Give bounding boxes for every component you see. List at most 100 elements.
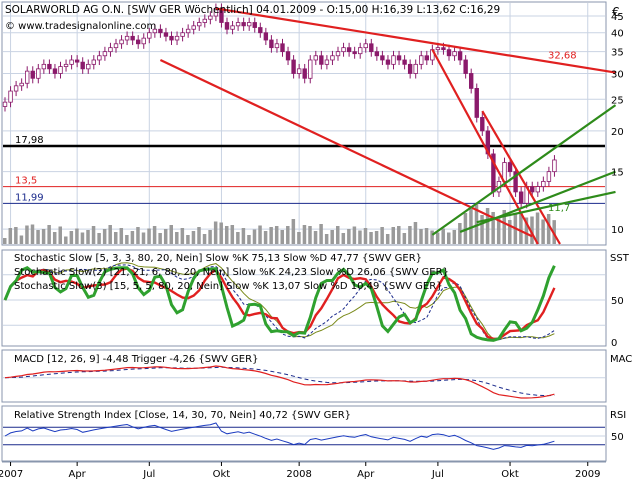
candle-body (13, 85, 19, 92)
candle-body (396, 55, 402, 61)
candle-body (419, 55, 424, 65)
volume-bar (413, 222, 418, 244)
candle-body (2, 101, 8, 107)
trendline (215, 7, 616, 74)
candle-body (230, 25, 235, 30)
time-axis-label: Apr (68, 469, 86, 480)
volume-bars (3, 204, 556, 244)
trendline (459, 170, 616, 233)
volume-bar (102, 229, 107, 244)
candle-body (530, 186, 535, 193)
volume-bar (52, 232, 57, 244)
price-tick-label: 15 (611, 168, 624, 179)
candle-body (313, 55, 318, 61)
candle-body (63, 63, 69, 67)
volume-bar (280, 230, 284, 244)
volume-bar (341, 233, 346, 244)
candle-body (280, 43, 285, 53)
candle-body (241, 22, 246, 27)
candle-body (308, 59, 313, 79)
level-label: 17,98 (15, 135, 44, 146)
price-tick-label: 20 (611, 127, 624, 138)
volume-bar (319, 224, 323, 244)
candle-body (102, 51, 108, 57)
price-panel-frame (1, 1, 607, 246)
candle-body (407, 63, 413, 74)
rsi-axis: 50 (611, 432, 624, 443)
candle-body (269, 39, 274, 49)
candle-body (424, 55, 429, 61)
volume-bar (363, 228, 368, 244)
volume-bar (530, 216, 534, 244)
stochastic-lines (3, 262, 556, 342)
candle-body (191, 25, 196, 30)
volume-bar (491, 212, 495, 244)
volume-bar (297, 232, 301, 244)
volume-bar (291, 219, 296, 244)
volume-bar (208, 230, 212, 244)
volume-bar (447, 232, 451, 244)
volume-bar (430, 230, 434, 244)
volume-bar (541, 219, 545, 244)
candle-body (124, 35, 130, 41)
volume-bar (47, 225, 51, 244)
volume-bar (252, 229, 257, 244)
stochastic-tick-label: 0 (611, 338, 617, 349)
candle-body (74, 59, 80, 63)
candle-body (202, 18, 207, 23)
candle-body (174, 35, 180, 41)
volume-bar (347, 229, 351, 244)
candle-body (535, 186, 540, 193)
volume-bar (36, 230, 40, 244)
volume-bar (69, 231, 74, 244)
volume-bar (469, 209, 473, 244)
candle-body (208, 15, 213, 20)
volume-bar (58, 226, 62, 244)
level-label: 11,7 (548, 203, 570, 214)
candle-body (546, 171, 552, 182)
candle-body (457, 51, 463, 61)
level-label: 11,99 (15, 192, 44, 203)
volume-bar (424, 228, 429, 244)
candle-body (169, 35, 174, 41)
rsi-panel-frame (1, 405, 607, 462)
volume-bar (225, 226, 229, 244)
time-axis-label: Jul (142, 469, 155, 480)
candle-body (291, 59, 296, 74)
volume-bar (247, 235, 251, 244)
candle-body (47, 63, 52, 70)
macd-panel-frame (1, 349, 607, 403)
volume-bar (474, 204, 479, 244)
volume-bar (480, 215, 484, 244)
chart-title: SOLARWORLD AG O.N. [SWV GER Wöchentlich]… (5, 4, 500, 16)
candle-body (391, 55, 396, 65)
candle-body (158, 28, 163, 34)
candle-body (352, 51, 357, 55)
volume-bar (419, 229, 423, 244)
volume-bar (313, 231, 318, 244)
candle-body (97, 55, 102, 61)
candle-body (541, 181, 546, 187)
volume-bar (3, 238, 7, 244)
rsi-tick-label: 50 (611, 432, 624, 443)
candle-body (52, 68, 58, 74)
candle-body (119, 39, 124, 45)
candle-body (91, 59, 96, 65)
stochastic-tick-label: 50 (611, 296, 624, 307)
candle-body (330, 55, 335, 61)
time-axis-label: Okt (213, 469, 231, 480)
price-tick-label: 35 (611, 48, 624, 59)
candle-body (185, 28, 191, 34)
candle-body (518, 191, 524, 204)
candle-body (324, 59, 330, 65)
volume-bar (402, 233, 407, 244)
stochastic-legend-3: Stochastic Slow(3) [15, 5, 5, 80, 20, Ne… (14, 281, 443, 292)
volume-bar (391, 227, 395, 244)
price-tick-label: 10 (611, 225, 624, 236)
candle-body (8, 90, 13, 103)
volume-bar (19, 235, 24, 244)
candle-body (274, 43, 280, 49)
candle-body (446, 49, 452, 57)
volume-bar (435, 232, 440, 244)
